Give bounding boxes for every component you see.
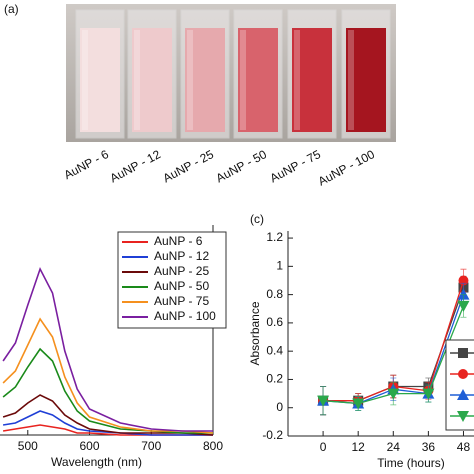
x-tick-label: 48 <box>457 440 471 454</box>
point <box>352 398 365 410</box>
cuvette-liquid <box>80 28 120 132</box>
legend-label: AuNP - 12 <box>154 249 209 263</box>
x-tick-label: 800 <box>203 439 223 453</box>
sample-label: AuNP - 25 <box>161 147 217 185</box>
cuvettes <box>75 9 391 139</box>
panel-label: (c) <box>250 212 264 226</box>
x-tick-label: 500 <box>18 439 38 453</box>
point <box>457 288 470 300</box>
y-tick-label: 0.4 <box>266 343 283 357</box>
cuvette-liquid <box>346 28 386 132</box>
cuvette-shine <box>187 30 193 130</box>
cuvette-shine <box>82 30 88 130</box>
y-tick-label: 0.6 <box>266 315 283 329</box>
legend-marker <box>458 369 468 379</box>
spectrum-line <box>2 394 214 436</box>
point <box>387 388 400 400</box>
sample-label: AuNP - 50 <box>214 147 270 185</box>
sample-label: AuNP - 75 <box>268 147 324 185</box>
spectrum-line <box>2 266 213 432</box>
panel-label: (a) <box>4 2 19 16</box>
y-tick-label: 0.2 <box>266 372 283 386</box>
cuvette-shine <box>134 30 140 130</box>
y-axis-title: Absorbance <box>248 301 262 365</box>
legend-label: AuNP - 25 <box>154 264 209 278</box>
y-tick-label: 0.8 <box>266 287 283 301</box>
legend-marker <box>457 411 469 422</box>
point <box>317 395 330 407</box>
y-tick-label: 0 <box>276 400 283 414</box>
spectrum-line <box>2 317 214 434</box>
x-tick-label: 0 <box>320 440 327 454</box>
sample-label: AuNP - 12 <box>108 147 164 185</box>
legend-box <box>117 231 227 329</box>
sample-label: AuNP - 6 <box>62 147 112 182</box>
spectrum-line <box>2 410 213 436</box>
sample-label: AuNP - 100 <box>316 147 377 189</box>
x-tick-label: 24 <box>387 440 401 454</box>
x-tick-label: 36 <box>422 440 436 454</box>
legend-marker <box>457 389 469 400</box>
x-tick-label: 700 <box>141 439 161 453</box>
legend-label: AuNP - 100 <box>154 309 216 323</box>
x-axis-title: Time (hours) <box>377 456 445 470</box>
legend-label: AuNP - 50 <box>154 279 209 293</box>
cuvette-liquid <box>185 28 225 132</box>
cuvette-shine <box>240 30 246 130</box>
legend-marker <box>458 348 468 358</box>
point <box>457 300 470 312</box>
x-tick-label: 12 <box>352 440 366 454</box>
x-tick-label: 600 <box>80 439 100 453</box>
point <box>422 388 435 400</box>
y-tick-label: 1.2 <box>266 230 283 244</box>
cuvette-shine <box>294 30 300 130</box>
cuvette-shine <box>348 30 354 130</box>
legend-label: AuNP - 6 <box>154 234 203 248</box>
x-axis-title: Wavelength (nm) <box>51 455 142 469</box>
cuvette-liquid <box>238 28 278 132</box>
cuvette-liquid <box>132 28 172 132</box>
legend-label: AuNP - 75 <box>154 294 209 308</box>
spectrum-line <box>2 347 213 434</box>
y-tick-label: -0.2 <box>262 428 283 442</box>
cuvette-liquid <box>292 28 332 132</box>
y-tick-label: 1 <box>276 259 283 273</box>
